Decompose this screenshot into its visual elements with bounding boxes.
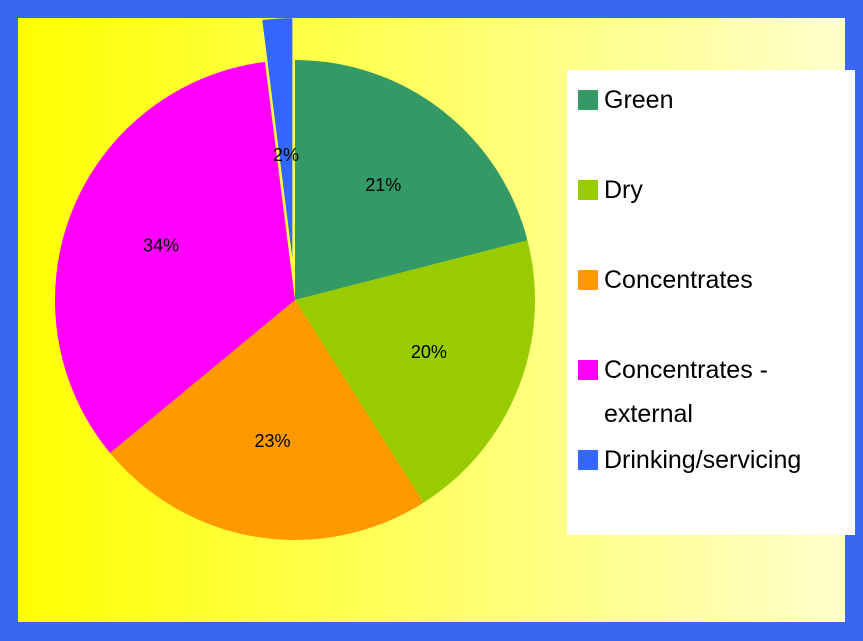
legend-label: Drinking/servicing — [604, 446, 802, 474]
data-label: 2% — [273, 145, 299, 165]
legend-entry: Concentrates - external — [578, 348, 853, 436]
legend-swatch — [578, 270, 598, 290]
legend-swatch — [578, 90, 598, 110]
legend-entry: Dry — [578, 168, 853, 212]
data-label: 23% — [254, 431, 290, 451]
data-label: 34% — [143, 236, 179, 256]
legend-label: Dry — [604, 176, 643, 204]
pie-slice — [262, 18, 293, 259]
pie-slice — [295, 240, 535, 503]
legend-entry: Concentrates — [578, 258, 853, 302]
legend-label: Concentrates - external — [604, 356, 768, 428]
legend: Green Dry Concentrates Concentrates - exter… — [567, 70, 855, 535]
pie-slice — [110, 300, 424, 540]
pie-slice — [55, 61, 296, 453]
data-label: 21% — [365, 175, 401, 195]
legend-swatch — [578, 360, 598, 380]
data-label: 20% — [411, 342, 447, 362]
legend-label: Green — [604, 86, 674, 114]
legend-label: Concentrates — [604, 266, 753, 294]
pie-slice — [295, 60, 528, 300]
legend-swatch — [578, 180, 598, 200]
legend-entry: Green — [578, 78, 853, 122]
legend-entry: Drinking/servicing — [578, 438, 853, 482]
legend-swatch — [578, 450, 598, 470]
